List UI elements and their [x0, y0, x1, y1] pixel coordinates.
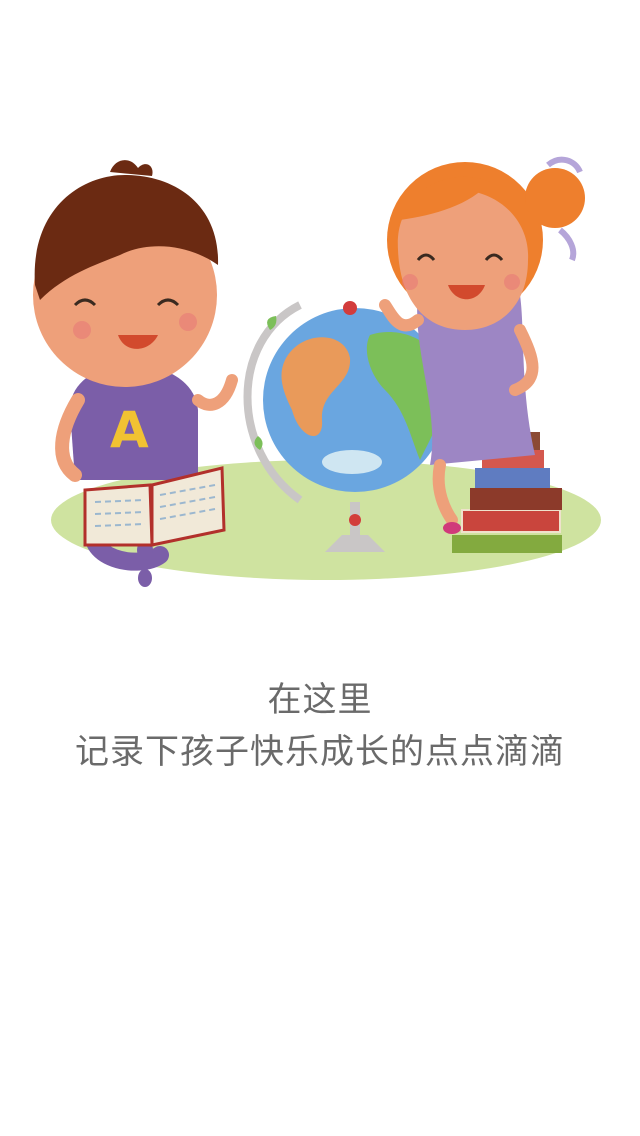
onboarding-headline: 在这里 [267, 680, 373, 720]
shirt-letter: A [110, 401, 149, 459]
onboarding-subline: 记录下孩子快乐成长的点点滴滴 [75, 732, 565, 772]
kids-illustration: A [33, 156, 601, 587]
girl-icon [379, 156, 585, 534]
open-book-icon [83, 466, 226, 547]
